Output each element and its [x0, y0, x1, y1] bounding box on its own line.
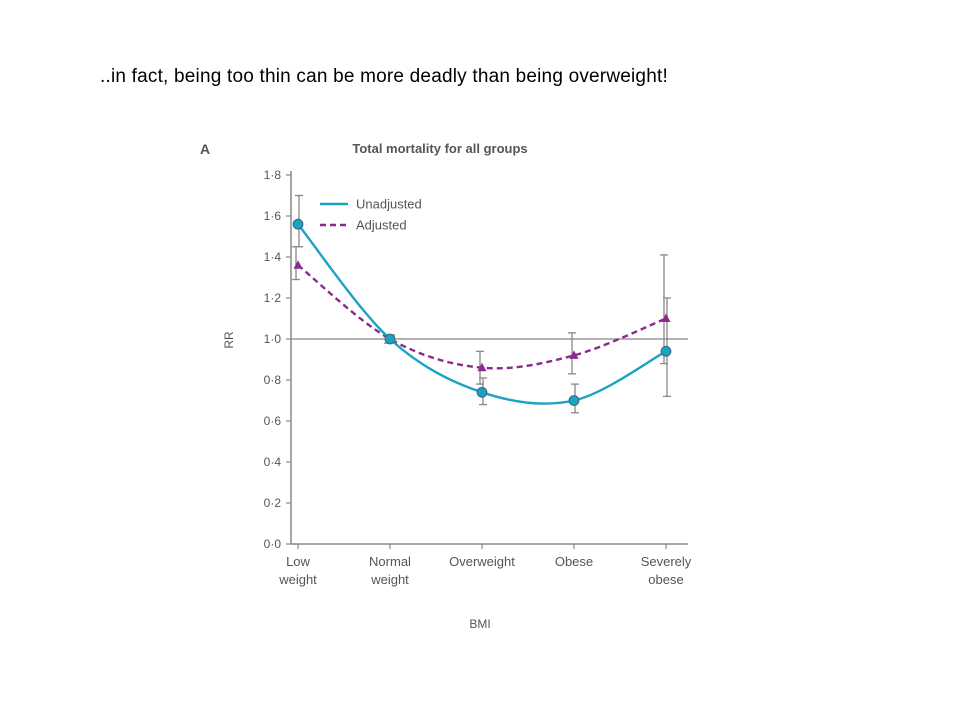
- slide-heading: ..in fact, being too thin can be more de…: [100, 66, 668, 87]
- x-tick-label: Severely: [641, 554, 692, 569]
- legend: Unadjusted Adjusted: [320, 197, 422, 233]
- x-tick-label: Low: [286, 554, 310, 569]
- y-tick-label: 0·0: [264, 537, 282, 551]
- axes: 0·0 0·2 0·4 0·6 0·8 1·0 1·2 1·4 1·6 1·8 Low weight N…: [264, 168, 692, 587]
- data-point-adjusted: [569, 350, 579, 359]
- data-point-unadjusted: [384, 333, 396, 345]
- x-tick-label: weight: [278, 572, 317, 587]
- y-tick-label: 1·4: [264, 250, 282, 264]
- plot-area: [291, 194, 688, 414]
- data-point-adjusted: [477, 362, 487, 372]
- y-tick-label: 0·8: [264, 373, 282, 387]
- x-tick-label: obese: [648, 572, 683, 587]
- data-point-unadjusted: [476, 386, 488, 398]
- x-tick-label: Overweight: [449, 554, 515, 569]
- y-tick-label: 1·8: [264, 168, 282, 182]
- y-tick-label: 0·2: [264, 496, 282, 510]
- y-tick-label: 1·6: [264, 209, 282, 223]
- legend-label-adjusted: Adjusted: [356, 218, 407, 233]
- x-axis-title: BMI: [469, 617, 490, 631]
- data-point-adjusted: [293, 260, 303, 269]
- y-tick-label: 1·2: [264, 291, 282, 305]
- chart-title: Total mortality for all groups: [352, 141, 527, 156]
- data-point-adjusted: [661, 313, 671, 322]
- x-tick-label: Obese: [555, 554, 593, 569]
- data-point-unadjusted: [660, 345, 672, 357]
- legend-label-unadjusted: Unadjusted: [356, 197, 422, 212]
- y-tick-label: 0·4: [264, 455, 282, 469]
- y-tick-label: 0·6: [264, 414, 282, 428]
- y-tick-label: 1·0: [264, 332, 282, 346]
- series-line-adjusted: [297, 264, 667, 370]
- panel-label: A: [200, 141, 210, 157]
- x-tick-label: weight: [370, 572, 409, 587]
- y-axis-title: RR: [222, 331, 236, 349]
- data-point-unadjusted: [292, 218, 304, 230]
- data-point-unadjusted: [568, 395, 580, 406]
- x-tick-label: Normal: [369, 554, 411, 569]
